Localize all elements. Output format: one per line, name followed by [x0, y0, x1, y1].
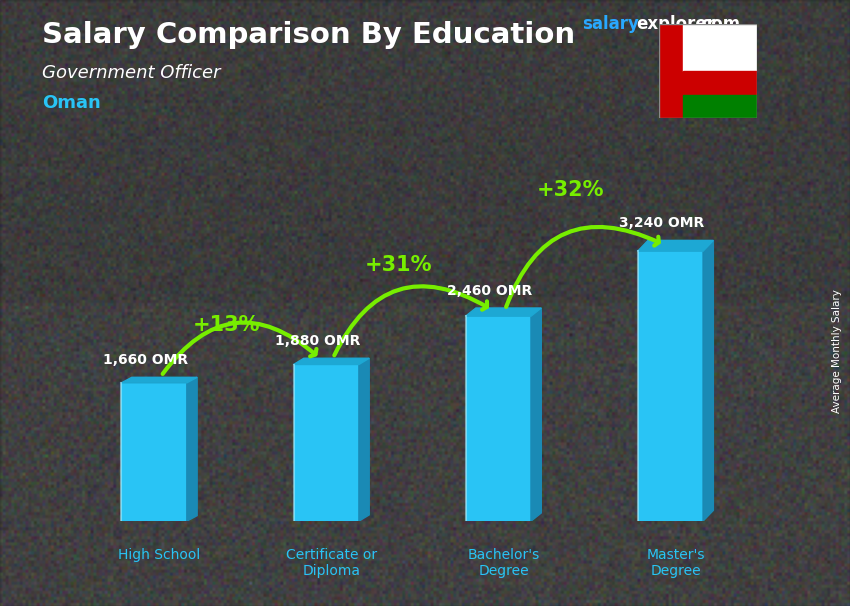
- Text: Salary Comparison By Education: Salary Comparison By Education: [42, 21, 575, 49]
- Text: +32%: +32%: [537, 179, 604, 199]
- FancyBboxPatch shape: [122, 383, 187, 521]
- Polygon shape: [703, 241, 713, 521]
- Text: 1,880 OMR: 1,880 OMR: [275, 335, 360, 348]
- Text: Government Officer: Government Officer: [42, 64, 221, 82]
- Text: 3,240 OMR: 3,240 OMR: [619, 216, 705, 230]
- Polygon shape: [359, 358, 369, 521]
- Bar: [683, 24, 756, 71]
- Polygon shape: [531, 308, 541, 521]
- Polygon shape: [187, 378, 197, 521]
- Polygon shape: [293, 358, 369, 364]
- Text: Bachelor's
Degree: Bachelor's Degree: [468, 548, 540, 578]
- Bar: [659, 24, 683, 118]
- Text: 2,460 OMR: 2,460 OMR: [447, 284, 532, 298]
- FancyBboxPatch shape: [638, 251, 703, 521]
- Bar: [683, 72, 756, 95]
- Text: Oman: Oman: [42, 94, 101, 112]
- Text: salary: salary: [582, 15, 639, 33]
- Bar: [683, 95, 756, 118]
- Polygon shape: [122, 378, 197, 383]
- Polygon shape: [638, 241, 713, 251]
- Text: Certificate or
Diploma: Certificate or Diploma: [286, 548, 377, 578]
- Text: High School: High School: [118, 548, 201, 562]
- Text: 1,660 OMR: 1,660 OMR: [103, 353, 188, 367]
- Text: +31%: +31%: [365, 255, 433, 275]
- FancyBboxPatch shape: [466, 316, 531, 521]
- Text: Master's
Degree: Master's Degree: [646, 548, 705, 578]
- Text: Average Monthly Salary: Average Monthly Salary: [832, 290, 842, 413]
- Text: +13%: +13%: [193, 315, 260, 335]
- Text: explorer: explorer: [636, 15, 715, 33]
- Polygon shape: [466, 308, 541, 316]
- Text: .com: .com: [695, 15, 740, 33]
- FancyBboxPatch shape: [293, 364, 359, 521]
